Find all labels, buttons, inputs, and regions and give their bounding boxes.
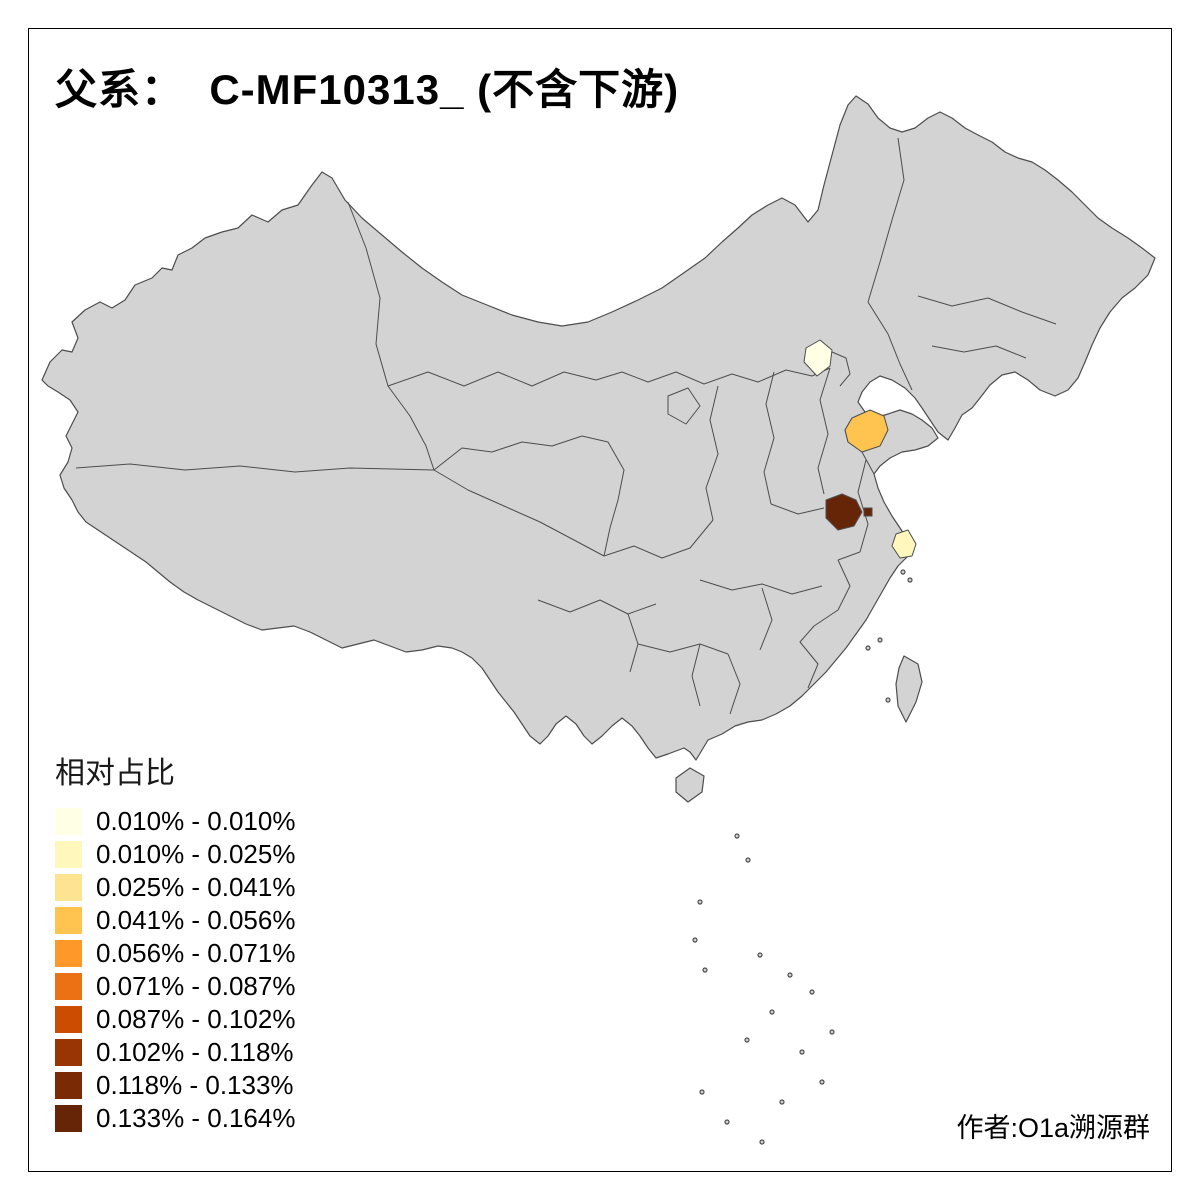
legend-swatch — [55, 1039, 82, 1066]
legend-swatch — [55, 1006, 82, 1033]
legend-label: 0.056% - 0.071% — [96, 938, 296, 968]
legend-label: 0.025% - 0.041% — [96, 872, 296, 902]
legend-item: 0.025% - 0.041% — [55, 874, 295, 901]
hainan-island — [675, 767, 705, 803]
legend-item: 0.010% - 0.025% — [55, 841, 295, 868]
legend-swatch — [55, 1072, 82, 1099]
region-north-anhui-exclave — [863, 507, 873, 517]
legend-swatch — [55, 874, 82, 901]
legend-swatch — [55, 973, 82, 1000]
legend-label: 0.102% - 0.118% — [96, 1037, 294, 1067]
legend-label: 0.010% - 0.025% — [96, 839, 296, 869]
legend-label: 0.010% - 0.010% — [96, 806, 296, 836]
mainland-china-outline — [41, 95, 1156, 761]
region-shanghai-area — [891, 529, 917, 559]
map-title: 父系： C-MF10313_ (不含下游) — [55, 66, 680, 113]
legend-title: 相对占比 — [55, 757, 175, 790]
legend-swatch — [55, 907, 82, 934]
landmass-stroke-group — [41, 95, 1156, 1145]
small-islands — [692, 569, 913, 1145]
legend-label: 0.041% - 0.056% — [96, 905, 296, 935]
legend-label: 0.071% - 0.087% — [96, 971, 296, 1001]
legend-item: 0.056% - 0.071% — [55, 940, 295, 967]
legend-item: 0.010% - 0.010% — [55, 808, 295, 835]
legend-label: 0.133% - 0.164% — [96, 1103, 296, 1133]
legend: 相对占比 0.010% - 0.010% 0.010% - 0.025% 0.0… — [55, 748, 295, 1138]
legend-item: 0.071% - 0.087% — [55, 973, 295, 1000]
legend-label: 0.087% - 0.102% — [96, 1004, 296, 1034]
legend-item: 0.041% - 0.056% — [55, 907, 295, 934]
legend-swatch — [55, 841, 82, 868]
region-beijing-area — [803, 339, 833, 377]
legend-swatch — [55, 1105, 82, 1132]
highlight-regions — [803, 339, 917, 559]
legend-item: 0.102% - 0.118% — [55, 1039, 295, 1066]
region-west-shandong — [844, 409, 889, 453]
landmass-group — [41, 95, 1156, 1145]
legend-swatch — [55, 808, 82, 835]
legend-item: 0.087% - 0.102% — [55, 1006, 295, 1033]
legend-item: 0.118% - 0.133% — [55, 1072, 295, 1099]
legend-swatch — [55, 940, 82, 967]
legend-label: 0.118% - 0.133% — [96, 1070, 294, 1100]
author-credit: 作者:O1a溯源群 — [956, 1113, 1150, 1143]
taiwan-island — [895, 655, 923, 723]
province-borders — [75, 137, 1057, 715]
legend-item: 0.133% - 0.164% — [55, 1105, 295, 1132]
region-north-anhui — [825, 493, 863, 531]
